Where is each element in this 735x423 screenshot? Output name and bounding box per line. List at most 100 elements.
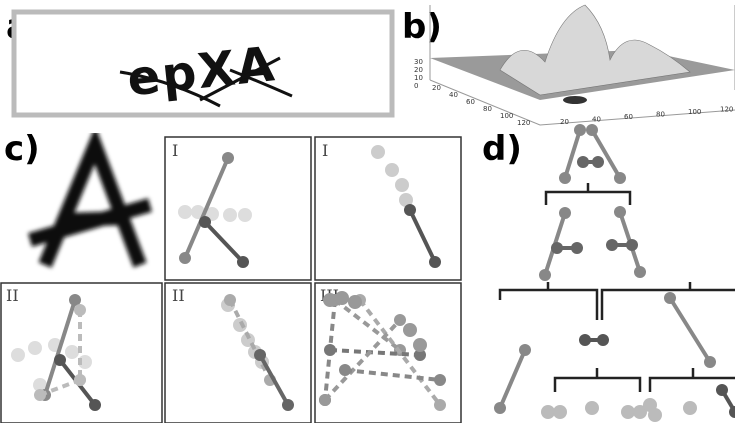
stroke-segment [592,130,620,178]
y-tick-label: 60 [466,98,475,106]
stroke-dot [335,291,349,305]
stroke-joint [254,349,266,361]
panel-numeral: I [322,141,328,160]
surface-peaks [500,5,690,95]
stroke-joint [394,314,406,326]
stroke-segment [205,222,243,262]
stroke-joint [434,399,446,411]
stroke-dot [403,323,417,337]
stroke-joint [74,374,86,386]
figure: a) epXA b) 30201002040608010012020406080… [0,0,735,423]
stroke-joint [434,374,446,386]
stroke-dot [621,405,635,419]
stroke-segment [670,298,710,362]
z-tick-label: 10 [414,74,423,82]
stroke-dot [65,345,79,359]
panel-numeral: I [172,141,178,160]
blurry-letter [30,145,150,265]
stroke-joint [626,239,638,251]
stroke-joint [606,239,618,251]
panel-numeral: II [172,286,185,305]
stroke-dot [233,318,247,332]
stroke-joint [664,292,676,304]
stroke-joint [222,152,234,164]
stroke-joint [539,269,551,281]
stroke-joint [577,156,589,168]
y-tick-label: 120 [517,119,530,127]
stroke-dot [385,163,399,177]
stroke-segment [185,158,228,258]
z-tick-label: 30 [414,58,423,66]
x-tick-label: 40 [592,116,601,124]
stroke-dot [11,348,25,362]
stroke-joint [704,356,716,368]
stroke-dot [683,401,697,415]
stroke-joint [559,172,571,184]
y-tick-label: 40 [449,91,458,99]
stroke-dot [238,208,252,222]
y-tick-label: 80 [483,105,492,113]
stroke-dot [348,295,362,309]
stroke-dot [323,293,337,307]
stroke-dot [648,408,662,422]
stroke-joint [494,402,506,414]
y-tick-label: 20 [432,84,441,92]
stroke-dot [178,205,192,219]
stroke-joint [404,204,416,216]
stroke-segment [345,370,440,380]
stroke-joint [579,334,591,346]
stroke-joint [237,256,249,268]
stroke-dot [585,401,599,415]
stroke-joint [429,256,441,268]
stroke-joint [614,206,626,218]
x-tick-label: 100 [688,108,701,116]
stroke-joint [339,364,351,376]
stroke-joint [74,304,86,316]
stroke-joint [551,242,563,254]
stroke-joint [54,354,66,366]
stroke-dot [395,178,409,192]
stroke-dot [541,405,555,419]
stroke-joint [519,344,531,356]
x-tick-label: 20 [560,118,569,126]
stroke-segment [325,320,400,400]
stroke-dot [413,338,427,352]
stroke-segment [565,130,580,178]
x-tick-label: 120 [720,106,733,114]
stroke-joint [592,156,604,168]
x-tick-label: 80 [656,111,665,119]
stroke-segment [500,350,525,408]
stroke-segment [330,350,420,355]
panel-label: c) [4,129,40,169]
stroke-joint [319,394,331,406]
stroke-joint [179,252,191,264]
stroke-joint [574,124,586,136]
z-tick-label: 20 [414,66,423,74]
stroke-joint [224,294,236,306]
stroke-joint [571,242,583,254]
stroke-joint [586,124,598,136]
stroke-joint [559,207,571,219]
surface-dip [563,96,587,104]
z-tick-label: 0 [414,82,418,90]
stroke-joint [199,216,211,228]
x-tick-label: 60 [624,113,633,121]
stroke-joint [34,389,46,401]
panel-label: b) [402,7,442,47]
y-tick-label: 100 [500,112,513,120]
stroke-joint [282,399,294,411]
panel-label: d) [482,129,522,169]
stroke-segment [410,210,435,262]
panel-numeral: II [6,286,19,305]
stroke-joint [89,399,101,411]
stroke-joint [614,172,626,184]
stroke-joint [324,344,336,356]
stroke-dot [553,405,567,419]
stroke-dot [371,145,385,159]
stroke-joint [716,384,728,396]
stroke-dot [223,208,237,222]
stroke-joint [597,334,609,346]
stroke-joint [634,266,646,278]
stroke-joint [729,406,735,418]
stroke-dot [28,341,42,355]
